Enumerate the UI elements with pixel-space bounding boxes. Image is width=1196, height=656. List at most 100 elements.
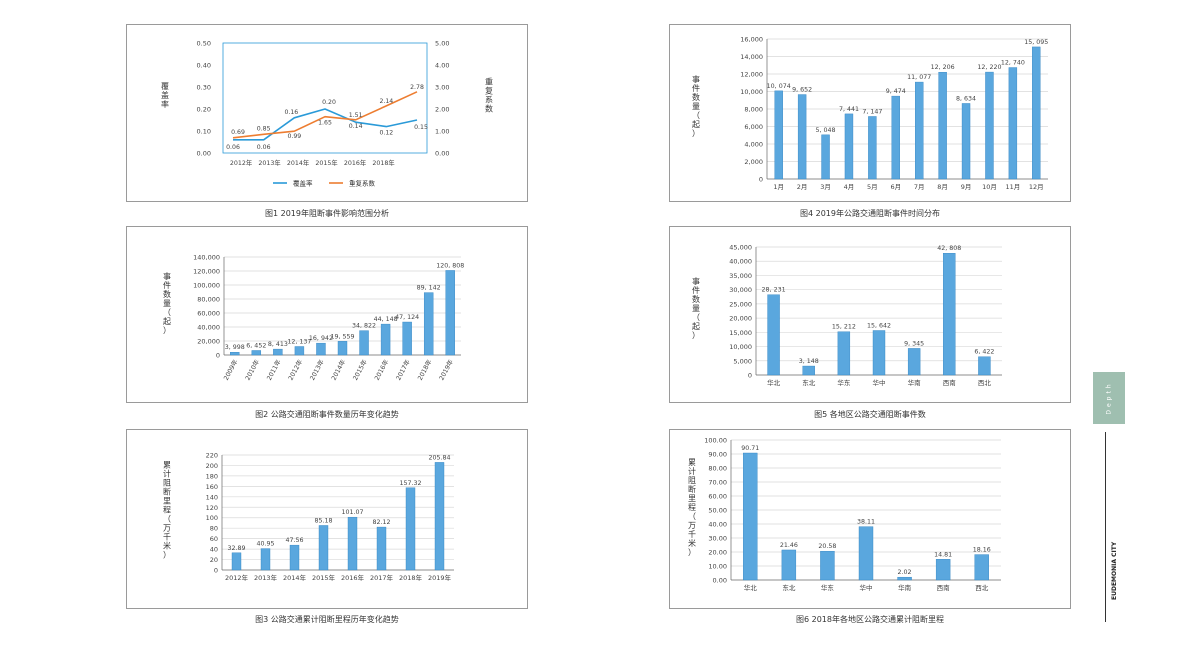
data-label: 82.12 <box>372 519 390 526</box>
y-tick-label: 200 <box>206 462 218 470</box>
point-label: 0.20 <box>322 99 336 106</box>
data-label: 2.02 <box>898 569 912 576</box>
y-tick-label: 20 <box>210 556 218 564</box>
data-label: 89, 142 <box>417 285 441 292</box>
y-tick-label: 2,000 <box>744 158 763 166</box>
y-tick-label: 0 <box>216 352 220 360</box>
y-tick-label: 10,000 <box>740 88 763 96</box>
bar-chart-monthly: 0 2,000 4,000 6,000 8,000 10,000 12,000 14,000 1… <box>692 36 1048 192</box>
data-label: 20.58 <box>818 543 836 550</box>
x-tick-label: 2010年 <box>243 358 261 382</box>
caption-6: 图6 2018年各地区公路交通累计阻断里程 <box>796 615 944 624</box>
x-tick-label: 2013年 <box>307 358 325 382</box>
point-label: 0.16 <box>284 109 298 116</box>
caption-5: 图3 公路交通累计阻断里程历年变化趋势 <box>255 615 399 624</box>
x-tick-label: 西南 <box>943 378 957 387</box>
bar <box>294 346 305 356</box>
y-tick-label-right: 2.00 <box>435 106 449 114</box>
y-axis-title-left: 覆盖率 <box>161 82 169 109</box>
x-tick-label: 2012年 <box>225 573 249 582</box>
plot-frame <box>222 42 428 154</box>
x-tick-label: 2011年 <box>264 358 282 382</box>
bar <box>405 487 416 571</box>
side-divider <box>1105 432 1106 622</box>
depth-tab-label: Depth <box>1105 381 1113 415</box>
data-label: 9, 345 <box>904 340 924 347</box>
y-tick-label: 45,000 <box>729 244 752 252</box>
point-label: 0.06 <box>257 144 271 151</box>
line-chart: 0.00 0.10 0.20 0.30 0.40 0.50 0.00 1.00 2.00 3.00… <box>161 40 493 188</box>
data-label: 34, 822 <box>352 323 376 330</box>
y-axis-title: 事件数量（起） <box>163 271 171 335</box>
x-tick-label: 2016年 <box>341 573 365 582</box>
data-label: 120, 808 <box>436 262 464 269</box>
data-label: 101.07 <box>341 509 363 516</box>
x-tick-label: 西北 <box>978 379 992 387</box>
data-label: 11, 077 <box>907 74 931 81</box>
x-tick-label: 2019年 <box>428 573 452 582</box>
y-axis-title: 累计阻断里程（万千米） <box>163 461 171 560</box>
x-tick-label: 华南 <box>898 583 912 592</box>
bar <box>802 365 815 376</box>
y-tick-label: 160 <box>206 483 218 491</box>
data-label: 5, 048 <box>816 127 836 134</box>
data-label: 32.89 <box>227 545 245 552</box>
y-tick-label: 60 <box>210 535 218 543</box>
x-tick-label: 2013年 <box>258 158 280 167</box>
data-label: 85.18 <box>314 517 332 524</box>
y-tick-label: 60,000 <box>197 310 220 318</box>
bar <box>230 352 240 356</box>
y-tick-label: 220 <box>206 452 218 460</box>
x-tick-label: 12月 <box>1029 183 1044 191</box>
point-label: 0.69 <box>231 129 245 136</box>
bar-chart-yearly-count: 0 20,000 40,000 60,000 80,000 100,000 120,000 1… <box>163 254 464 382</box>
x-tick-label: 华北 <box>767 378 781 387</box>
bar <box>1032 46 1041 180</box>
data-label: 9, 474 <box>886 88 906 95</box>
x-tick-label: 2月 <box>797 183 808 191</box>
y-tick-label: 100,000 <box>193 282 220 290</box>
y-tick-label: 80.00 <box>708 465 727 473</box>
y-tick-label: 4,000 <box>744 141 763 149</box>
x-tick-label: 1月 <box>773 183 784 191</box>
bar <box>423 292 434 356</box>
data-label: 3, 998 <box>225 344 245 351</box>
y-tick-label-right: 4.00 <box>435 62 449 70</box>
data-label: 18.16 <box>973 547 991 554</box>
data-label: 12, 206 <box>931 64 955 71</box>
y-tick-label: 14,000 <box>740 53 763 61</box>
y-tick-label: 100.00 <box>704 437 727 445</box>
data-label: 12, 220 <box>977 64 1001 71</box>
bar <box>797 94 807 180</box>
bar <box>260 548 271 571</box>
bar <box>318 525 329 571</box>
x-tick-label: 2018年 <box>399 573 423 582</box>
data-label: 3, 148 <box>799 358 819 365</box>
point-label: 0.14 <box>349 123 363 130</box>
x-tick-label: 西南 <box>937 583 951 592</box>
legend-label: 覆盖率 <box>293 179 313 188</box>
x-tick-label: 华中 <box>860 583 873 592</box>
x-tick-label: 2012年 <box>230 158 252 167</box>
y-tick-label: 30.00 <box>708 535 727 543</box>
x-tick-label: 2013年 <box>254 573 278 582</box>
bar <box>376 526 387 571</box>
x-tick-label: 9月 <box>961 183 972 191</box>
x-tick-label: 4月 <box>844 183 855 191</box>
bar <box>781 549 797 581</box>
x-tick-label: 2015年 <box>312 573 336 582</box>
bar <box>985 71 994 180</box>
bar <box>402 321 412 356</box>
data-label: 12, 137 <box>287 339 311 346</box>
caption-1: 图1 2019年阻断事件影响范围分析 <box>265 209 389 218</box>
x-tick-label: 2009年 <box>221 358 239 382</box>
data-label: 90.71 <box>741 445 759 452</box>
y-axis-title-right: 重复系数 <box>485 77 493 114</box>
point-label: 0.12 <box>379 130 393 137</box>
y-tick-label: 12,000 <box>740 71 763 79</box>
chart-panel-3: 0 20,000 40,000 60,000 80,000 100,000 120,000 1… <box>126 226 528 403</box>
x-tick-label: 华中 <box>873 378 886 387</box>
y-tick-label-left: 0.50 <box>197 40 211 48</box>
point-label: 0.99 <box>287 133 301 140</box>
x-tick-label: 5月 <box>867 183 878 191</box>
